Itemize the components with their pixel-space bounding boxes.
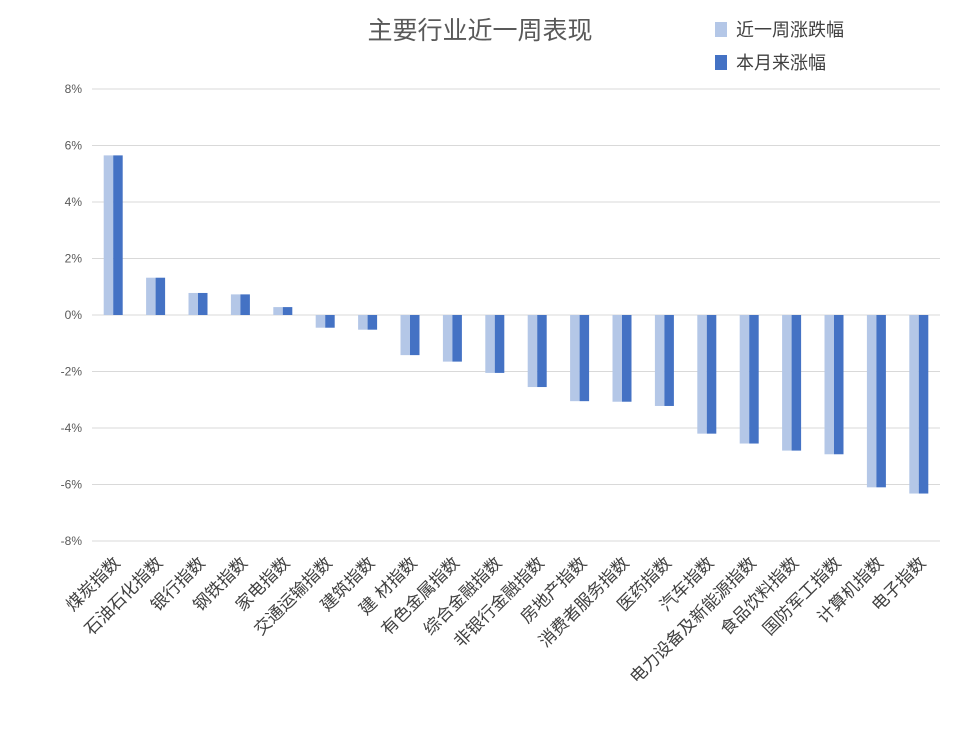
y-tick-label: -6% [61, 478, 83, 492]
bar-weekly-change [654, 315, 665, 406]
bar-monthly-change [113, 155, 123, 315]
bar-weekly-change [315, 315, 326, 328]
y-tick-label: -8% [61, 534, 83, 548]
y-tick-label: 2% [65, 252, 83, 266]
bar-monthly-change [918, 315, 929, 494]
bar-weekly-change [866, 315, 877, 488]
bar-monthly-change [664, 315, 674, 406]
bar-weekly-change [612, 315, 622, 402]
bar-monthly-change [494, 315, 505, 373]
legend-swatch [715, 22, 727, 37]
bar-weekly-change [485, 315, 495, 373]
y-tick-label: -4% [61, 421, 83, 435]
bar-weekly-change [570, 315, 580, 402]
bar-weekly-change [739, 315, 750, 444]
bar-monthly-change [452, 315, 462, 362]
bar-monthly-change [537, 315, 547, 388]
bar-monthly-change [579, 315, 590, 402]
chart-title: 主要行业近一周表现 [367, 16, 592, 45]
bars [103, 155, 929, 494]
bar-monthly-change [749, 315, 759, 444]
y-axis: 8% 6% 4% 2% 0% -2% -4% -6% -8% [61, 82, 83, 548]
legend-label: 本月来涨幅 [736, 53, 826, 74]
bar-weekly-change [273, 307, 283, 315]
bar-weekly-change [188, 292, 198, 315]
bar-monthly-change [282, 307, 293, 315]
bar-weekly-change [697, 315, 707, 434]
y-tick-label: 6% [65, 139, 83, 153]
y-tick-label: 4% [65, 195, 83, 209]
bar-monthly-change [198, 292, 208, 315]
y-tick-label: 8% [65, 82, 83, 96]
y-tick-label: -2% [61, 365, 83, 379]
bar-weekly-change [358, 315, 368, 330]
bar-monthly-change [367, 315, 378, 330]
y-tick-label: 0% [65, 308, 83, 322]
bar-monthly-change [622, 315, 632, 402]
gridlines [92, 88, 940, 542]
bar-weekly-change [442, 315, 453, 362]
bar-monthly-change [155, 277, 166, 315]
bar-weekly-change [909, 315, 919, 494]
legend-swatch [715, 55, 727, 70]
bar-monthly-change [240, 294, 250, 315]
bar-weekly-change [230, 294, 241, 315]
bar-weekly-change [400, 315, 410, 356]
bar-weekly-change [103, 155, 114, 315]
bar-monthly-change [791, 315, 802, 451]
bar-monthly-change [834, 315, 844, 455]
bar-monthly-change [876, 315, 886, 488]
bar-weekly-change [782, 315, 792, 451]
bar-weekly-change [824, 315, 834, 455]
bar-monthly-change [325, 315, 335, 328]
bar-weekly-change [527, 315, 538, 388]
bar-monthly-change [410, 315, 420, 356]
bar-weekly-change [146, 277, 156, 315]
legend-label: 近一周涨跌幅 [736, 20, 844, 41]
bar-monthly-change [706, 315, 717, 434]
